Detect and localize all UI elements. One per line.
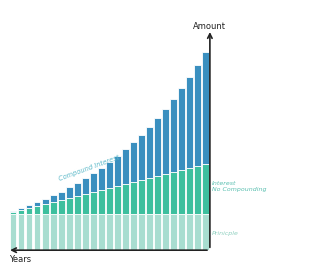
Bar [98,214,105,250]
Bar [202,52,209,164]
Bar [146,214,153,250]
Bar [138,179,145,214]
Bar [202,214,209,250]
Bar [162,109,169,174]
Bar [66,214,72,250]
Bar [26,208,32,214]
Bar [74,214,81,250]
Bar [18,208,24,210]
Bar [82,214,89,250]
Bar [90,192,97,214]
Bar [42,199,48,204]
Bar [122,184,129,214]
Bar [66,188,72,198]
Bar [170,99,177,172]
Bar [33,202,41,206]
Bar [186,214,193,250]
Bar [146,127,153,178]
Text: Prinicple: Prinicple [212,231,239,236]
Bar [154,118,161,176]
Bar [50,214,57,250]
Bar [194,65,201,165]
Bar [9,214,16,250]
Bar [9,212,16,214]
Bar [154,214,161,250]
Text: Years: Years [9,255,31,263]
Bar [138,214,145,250]
Bar [42,204,48,214]
Bar [58,192,65,200]
Bar [50,195,57,202]
Bar [138,135,145,179]
Bar [114,186,121,214]
Bar [114,214,121,250]
Bar [170,172,177,214]
Bar [90,173,97,192]
Bar [26,206,32,208]
Bar [194,214,201,250]
Bar [170,214,177,250]
Bar [18,210,24,214]
Bar [122,214,129,250]
Bar [106,162,113,188]
Bar [178,88,185,169]
Text: Amount: Amount [193,22,227,31]
Bar [33,214,41,250]
Bar [130,143,137,181]
Bar [33,206,41,214]
Bar [106,188,113,214]
Bar [106,214,113,250]
Bar [58,214,65,250]
Bar [146,178,153,214]
Text: Interest
No Compounding: Interest No Compounding [212,181,267,192]
Bar [162,214,169,250]
Bar [186,167,193,214]
Bar [130,214,137,250]
Bar [154,176,161,214]
Bar [186,77,193,167]
Bar [122,150,129,184]
Bar [178,169,185,214]
Bar [58,200,65,214]
Bar [82,178,89,193]
Bar [26,214,32,250]
Bar [82,193,89,214]
Bar [66,198,72,214]
Text: Compound Interest: Compound Interest [58,154,121,181]
Bar [178,214,185,250]
Bar [9,211,16,212]
Bar [42,214,48,250]
Bar [74,183,81,196]
Bar [194,165,201,214]
Bar [98,168,105,190]
Bar [18,214,24,250]
Bar [130,181,137,214]
Bar [114,156,121,186]
Bar [98,190,105,214]
Bar [50,202,57,214]
Bar [74,196,81,214]
Bar [162,174,169,214]
Bar [90,214,97,250]
Bar [202,164,209,214]
